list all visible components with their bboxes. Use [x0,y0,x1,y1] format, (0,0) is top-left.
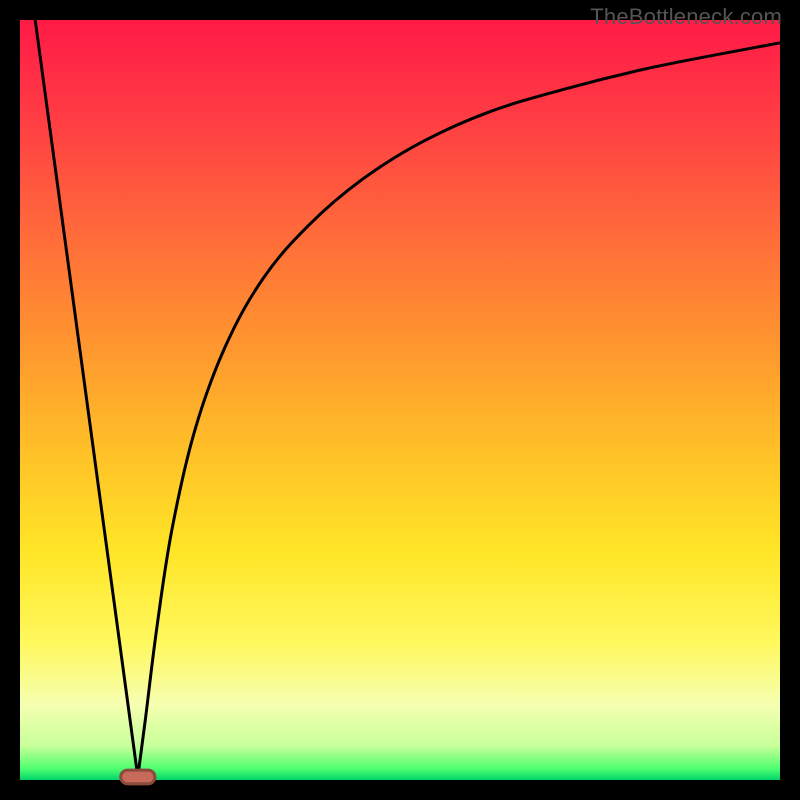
bottleneck-chart [0,0,800,800]
plot-background-gradient [20,20,780,780]
minimum-marker [121,770,155,784]
